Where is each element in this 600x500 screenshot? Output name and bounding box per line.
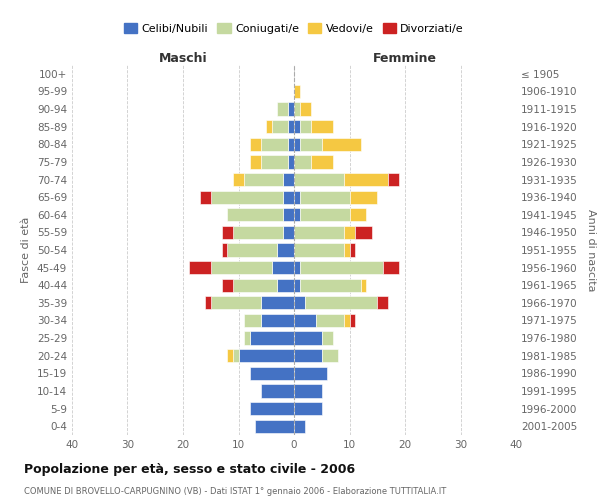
Bar (233, 278, 277, 292)
Bar (283, 208, 294, 222)
Bar (361, 278, 366, 292)
Bar (344, 173, 388, 186)
Bar (222, 244, 227, 256)
Bar (294, 190, 299, 204)
Bar (299, 138, 322, 151)
Bar (294, 384, 322, 398)
Bar (250, 366, 294, 380)
Text: COMUNE DI BROVELLO-CARPUGNINO (VB) - Dati ISTAT 1° gennaio 2006 - Elaborazione T: COMUNE DI BROVELLO-CARPUGNINO (VB) - Dat… (24, 487, 446, 496)
Bar (294, 366, 328, 380)
Bar (272, 120, 289, 134)
Bar (344, 244, 349, 256)
Bar (277, 244, 294, 256)
Bar (311, 120, 333, 134)
Bar (305, 296, 377, 310)
Bar (294, 261, 299, 274)
Bar (205, 296, 211, 310)
Bar (260, 138, 289, 151)
Bar (294, 296, 305, 310)
Bar (200, 190, 211, 204)
Bar (355, 226, 372, 239)
Bar (260, 384, 294, 398)
Bar (188, 261, 211, 274)
Bar (211, 190, 283, 204)
Bar (227, 244, 277, 256)
Bar (277, 278, 294, 292)
Bar (294, 85, 299, 98)
Bar (289, 156, 294, 168)
Bar (250, 156, 260, 168)
Bar (322, 332, 333, 344)
Bar (283, 190, 294, 204)
Bar (211, 296, 260, 310)
Bar (277, 102, 289, 116)
Bar (383, 261, 400, 274)
Bar (299, 278, 361, 292)
Bar (260, 156, 289, 168)
Bar (244, 314, 260, 327)
Bar (294, 156, 311, 168)
Bar (349, 190, 377, 204)
Bar (349, 314, 355, 327)
Bar (322, 349, 338, 362)
Bar (272, 261, 294, 274)
Bar (233, 173, 244, 186)
Bar (299, 208, 349, 222)
Bar (255, 420, 294, 433)
Bar (388, 173, 400, 186)
Bar (211, 261, 272, 274)
Bar (322, 138, 361, 151)
Bar (311, 156, 333, 168)
Bar (299, 261, 383, 274)
Bar (294, 244, 344, 256)
Bar (250, 138, 260, 151)
Text: Maschi: Maschi (158, 52, 208, 65)
Bar (294, 138, 299, 151)
Bar (250, 402, 294, 415)
Bar (222, 278, 233, 292)
Bar (289, 102, 294, 116)
Bar (289, 120, 294, 134)
Bar (294, 173, 344, 186)
Bar (349, 244, 355, 256)
Bar (244, 173, 283, 186)
Bar (294, 314, 316, 327)
Bar (299, 190, 349, 204)
Bar (316, 314, 344, 327)
Bar (294, 332, 322, 344)
Bar (294, 208, 299, 222)
Bar (294, 402, 322, 415)
Bar (239, 349, 294, 362)
Bar (227, 349, 233, 362)
Bar (299, 120, 311, 134)
Bar (233, 349, 239, 362)
Y-axis label: Fasce di età: Fasce di età (22, 217, 31, 283)
Bar (283, 173, 294, 186)
Bar (294, 102, 299, 116)
Y-axis label: Anni di nascita: Anni di nascita (586, 209, 596, 291)
Bar (227, 208, 283, 222)
Bar (344, 314, 349, 327)
Bar (294, 420, 305, 433)
Bar (283, 226, 294, 239)
Bar (294, 278, 299, 292)
Bar (266, 120, 272, 134)
Bar (344, 226, 355, 239)
Bar (377, 296, 388, 310)
Text: Popolazione per età, sesso e stato civile - 2006: Popolazione per età, sesso e stato civil… (24, 462, 355, 475)
Bar (294, 120, 299, 134)
Bar (250, 332, 294, 344)
Bar (299, 102, 311, 116)
Bar (222, 226, 233, 239)
Bar (349, 208, 366, 222)
Bar (260, 314, 294, 327)
Bar (294, 226, 344, 239)
Bar (294, 349, 322, 362)
Legend: Celibi/Nubili, Coniugati/e, Vedovi/e, Divorziati/e: Celibi/Nubili, Coniugati/e, Vedovi/e, Di… (119, 19, 469, 38)
Text: Femmine: Femmine (373, 52, 437, 65)
Bar (289, 138, 294, 151)
Bar (233, 226, 283, 239)
Bar (244, 332, 250, 344)
Bar (260, 296, 294, 310)
